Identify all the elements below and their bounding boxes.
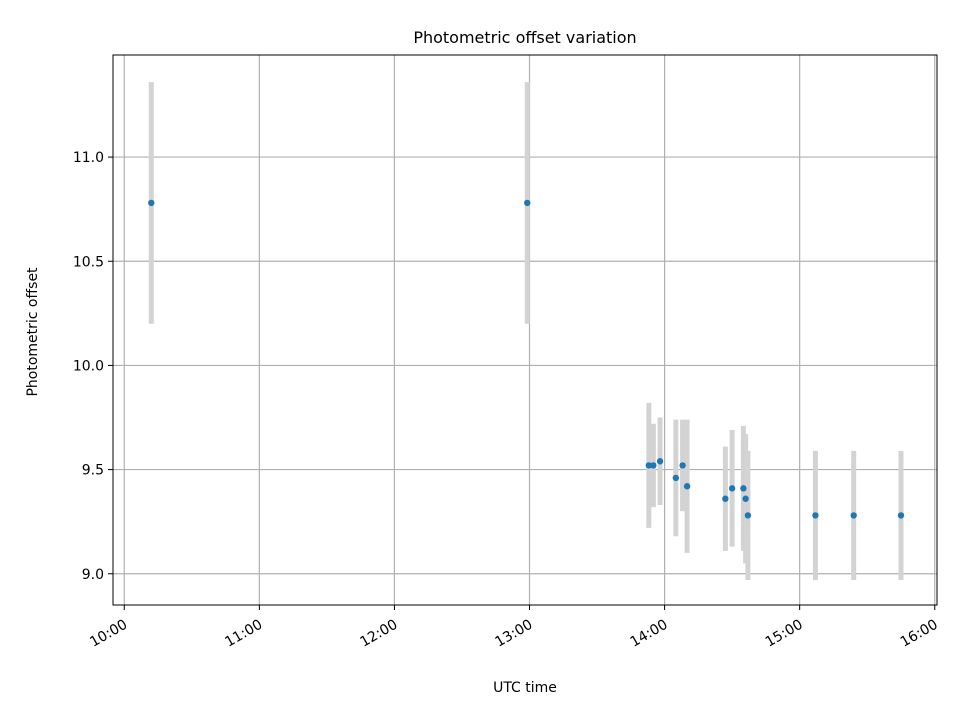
data-point [850, 512, 857, 519]
data-point [742, 495, 749, 502]
y-tick-label: 9.5 [82, 463, 104, 479]
data-points [148, 199, 905, 519]
y-tick-label: 10.5 [73, 254, 104, 270]
data-point [645, 462, 653, 469]
data-point [672, 474, 680, 482]
y-tick-label: 10.0 [73, 358, 104, 374]
data-point [524, 199, 531, 207]
data-point [744, 512, 752, 519]
grid-lines [113, 55, 937, 605]
data-point [812, 512, 819, 519]
plot-frame [112, 54, 938, 606]
x-axis-label: UTC time [493, 680, 557, 696]
data-point [897, 512, 905, 519]
data-point [740, 485, 747, 492]
data-point [683, 483, 691, 490]
data-point [650, 462, 657, 469]
data-point [728, 485, 736, 492]
data-point [148, 199, 155, 207]
data-point [656, 458, 664, 465]
data-point [722, 495, 729, 502]
y-tick-label: 11.0 [73, 150, 104, 166]
y-axis-label: Photometric offset [25, 267, 41, 397]
data-point [679, 462, 686, 469]
y-tick-label: 9.0 [82, 567, 104, 583]
chart-title: Photometric offset variation [413, 28, 636, 47]
y-axis-ticks: 9.0 9.5 10.0 10.5 11.0 [73, 150, 113, 583]
